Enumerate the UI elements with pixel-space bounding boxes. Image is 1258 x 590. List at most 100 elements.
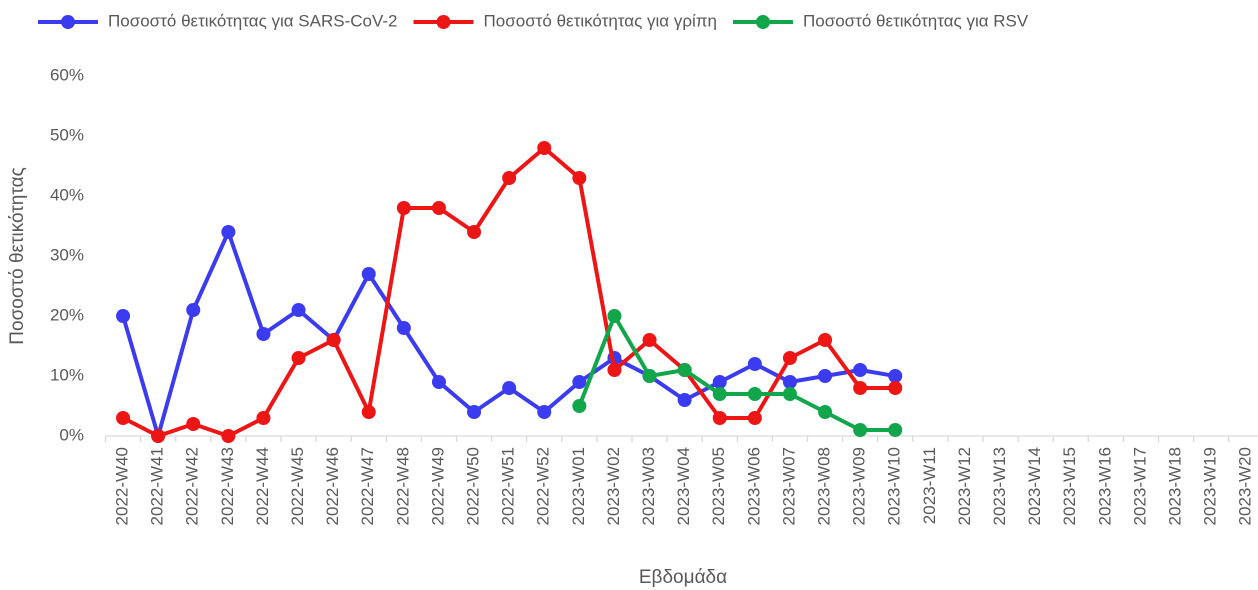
point [396,201,411,215]
point [642,369,657,383]
point [537,405,552,419]
x-tick-label: 2023-W05 [709,447,728,525]
point [431,375,446,389]
point [116,411,131,425]
point [677,363,692,377]
point [747,387,762,401]
legend-marker [61,15,75,29]
legend-marker [436,15,451,29]
point [747,357,762,371]
point [853,423,868,437]
x-tick-label: 2023-W10 [885,447,904,525]
point [291,303,306,317]
point [572,399,587,413]
x-tick-label: 2023-W17 [1130,447,1149,525]
x-tick-label: 2023-W08 [815,447,834,525]
x-tick-label: 2023-W18 [1166,447,1185,525]
point [467,225,482,239]
x-tick-label: 2023-W07 [779,447,798,525]
y-axis-title: Ποσοστό θετικότητας [7,167,28,344]
series-line [121,230,896,438]
point [782,387,797,401]
point [782,375,797,389]
point [747,411,762,425]
point [467,405,482,419]
legend-marker [755,15,770,29]
y-tick-label: 10% [50,365,84,384]
point [256,327,271,341]
point [572,171,587,185]
point [853,381,868,395]
x-tick-label: 2023-W03 [639,447,658,525]
point [537,141,552,155]
point [256,411,271,425]
point [186,303,201,317]
point [818,369,833,383]
x-tick-label: 2022-W51 [499,447,518,525]
point [151,429,166,443]
point [502,381,517,395]
x-tick-label: 2023-W02 [604,447,623,525]
x-tick-label: 2023-W06 [744,447,763,525]
legend-label: Ποσοστό θετικότητας για γρίπη [484,11,717,30]
x-tick-label: 2022-W47 [358,447,377,525]
y-tick-label: 50% [50,125,84,144]
x-tick-label: 2023-W20 [1236,447,1255,525]
y-tick-label: 0% [59,425,84,444]
point [888,423,903,437]
x-tick-label: 2023-W09 [850,447,869,525]
point [396,321,411,335]
x-tick-label: 2023-W16 [1095,447,1114,525]
x-tick-label: 2022-W49 [428,447,447,525]
x-tick-label: 2022-W48 [393,447,412,525]
x-tick-label: 2022-W44 [253,447,272,525]
point [326,333,341,347]
x-tick-label: 2023-W14 [1025,447,1044,525]
point [642,333,657,347]
point [221,225,236,239]
point [431,201,446,215]
point [361,267,376,281]
x-tick-label: 2023-W15 [1060,447,1079,525]
y-tick-label: 60% [50,65,84,84]
x-tick-label: 2022-W52 [534,447,553,525]
x-tick-label: 2022-W41 [148,447,167,525]
y-tick-label: 20% [50,305,84,324]
x-axis-title: Εβδομάδα [639,567,727,588]
point [291,351,306,365]
point [361,405,376,419]
point [677,393,692,407]
x-tick-label: 2022-W40 [113,447,132,525]
point [888,369,903,383]
series-line [577,314,896,432]
point [116,309,131,323]
point [572,375,587,389]
point [818,333,833,347]
x-tick-label: 2023-W13 [990,447,1009,525]
point [888,381,903,395]
x-tick-label: 2022-W50 [464,447,483,525]
x-tick-label: 2023-W01 [569,447,588,525]
point [782,351,797,365]
y-tick-label: 40% [50,185,84,204]
x-tick-label: 2022-W46 [323,447,342,525]
point [853,363,868,377]
x-tick-label: 2022-W45 [288,447,307,525]
point [502,171,517,185]
point [607,363,622,377]
x-tick-label: 2023-W04 [674,447,693,525]
y-tick-label: 30% [50,245,84,264]
x-tick-label: 2022-W42 [183,447,202,525]
point [712,375,727,389]
legend-label: Ποσοστό θετικότητας για RSV [803,11,1029,30]
point [712,411,727,425]
point [186,417,201,431]
x-tick-label: 2023-W11 [920,447,939,524]
x-tick-label: 2023-W12 [955,447,974,525]
point [221,429,236,443]
point [712,387,727,401]
x-tick-label: 2022-W43 [218,447,237,525]
x-tick-label: 2023-W19 [1201,447,1220,525]
point [607,309,622,323]
